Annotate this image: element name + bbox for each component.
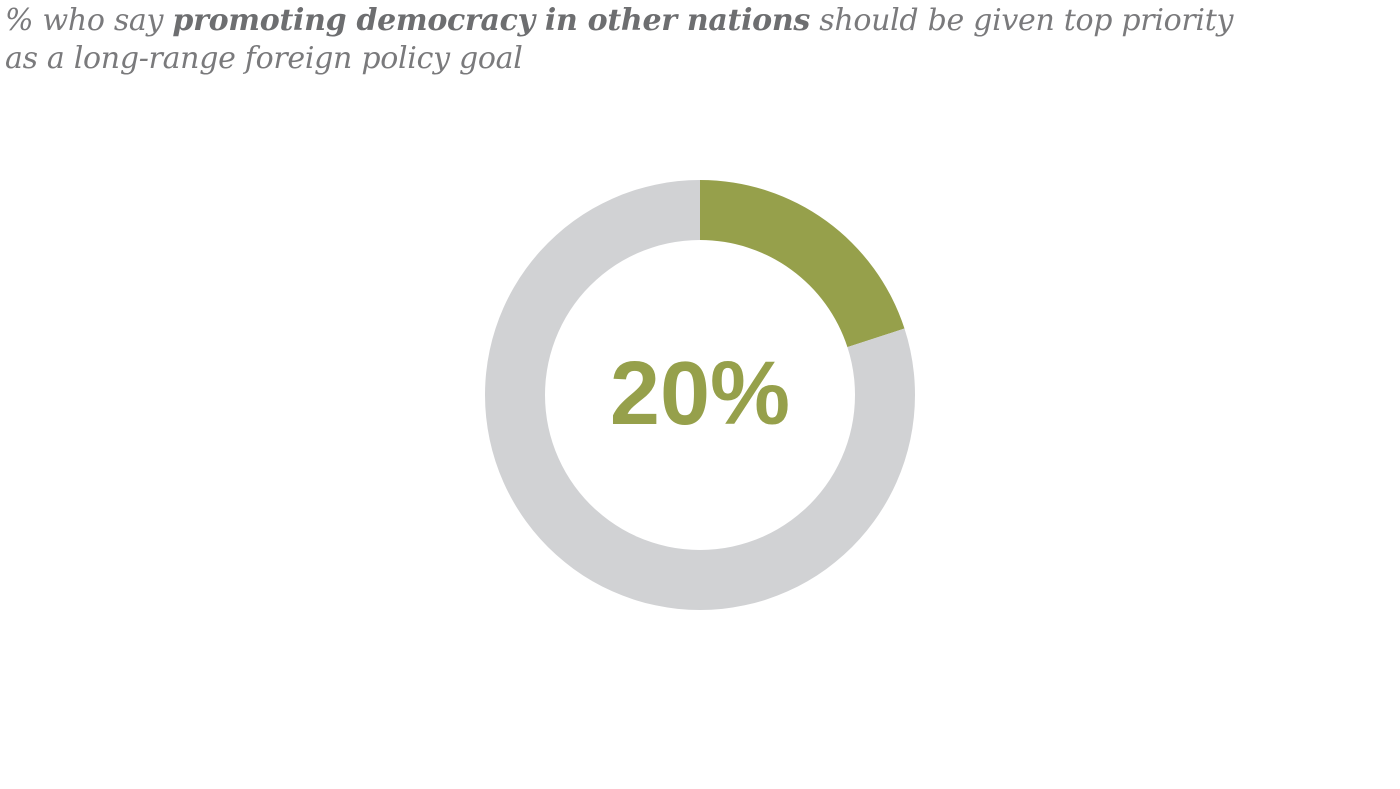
donut-slice-highlight [700,180,905,348]
title-suffix: should be given top priority [810,3,1234,38]
title-line-2: as a long-range foreign policy goal [5,41,523,76]
title-prefix: % who say [5,3,173,38]
chart-title: % who say promoting democracy in other n… [5,2,1305,78]
center-value-label: 20% [610,344,790,444]
title-highlight: promoting democracy in other nations [172,3,810,38]
